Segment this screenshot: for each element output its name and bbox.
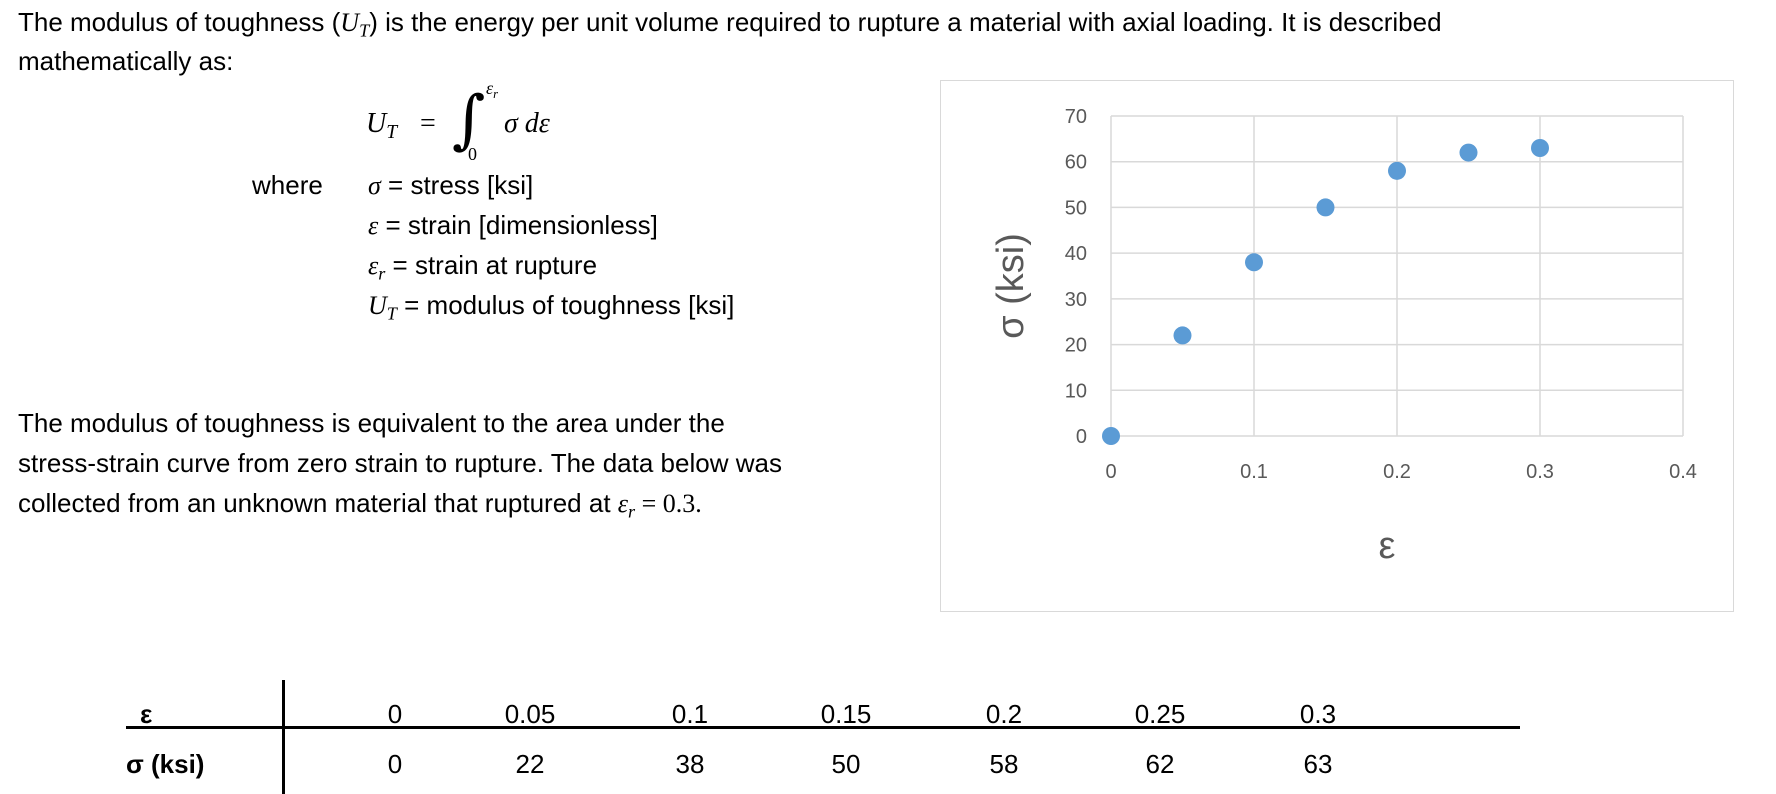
chart-svg: 0 10 20 30 40 50 60 70 0 0.1 0.2 0.3 0.4 ε σ (ksi) [990,106,1697,567]
stress-strain-chart: 0 10 20 30 40 50 60 70 0 0.1 0.2 0.3 0.4 ε σ (ksi) [940,80,1734,612]
integral-sign: ∫ [452,83,486,157]
data-point [1531,139,1549,157]
table-cell-stress: 62 [1145,749,1175,779]
data-point [1459,143,1478,162]
table-cell-strain: 0.05 [504,699,556,729]
data-point [1102,427,1120,445]
paragraph-line-3: collected from an unknown material that … [18,488,702,522]
intro-text-before: The modulus of toughness ( [18,7,341,37]
table-horizontal-rule [126,726,1520,729]
formula-integrand: σ dε [504,108,550,139]
where-label: where [252,170,323,200]
definition-stress: σ = stress [ksi] [368,170,534,200]
y-tick-label: 20 [1065,335,1087,357]
table-cell-strain: 0.3 [1299,699,1337,729]
paragraph-line-2: stress-strain curve from zero strain to … [18,448,782,478]
table-row-header-strain: ε [140,699,153,729]
table-cell-strain: 0.25 [1134,699,1186,729]
table-cell-stress: 58 [989,749,1019,779]
table-row-header-stress: σ (ksi) [126,749,205,779]
data-point [1316,198,1335,217]
data-point [1388,161,1406,180]
intro-text-after: ) is the energy per unit volume required… [369,7,1442,37]
table-cell-stress: 0 [387,749,403,779]
y-tick-label: 50 [1065,197,1087,219]
y-tick-label: 0 [1076,426,1087,448]
data-point [1245,253,1263,272]
table-vertical-rule [282,680,285,794]
table-cell-stress: 38 [675,749,705,779]
y-tick-label: 60 [1065,152,1087,174]
x-tick-label: 0.2 [1383,461,1411,483]
intro-symbol: UT [340,8,370,41]
table-cell-stress: 63 [1303,749,1333,779]
x-tick-label: 0.3 [1526,461,1554,483]
table-cell-stress: 50 [831,749,861,779]
table-cell-strain: 0.1 [671,699,709,729]
table-cell-strain: 0 [387,699,403,729]
table-cell-stress: 22 [515,749,545,779]
definition-toughness: UT = modulus of toughness [ksi] [368,290,735,324]
y-tick-label: 70 [1065,106,1087,128]
formula-lhs: UT [366,108,398,143]
y-tick-label: 40 [1065,243,1087,265]
table-cell-strain: 0.2 [985,699,1023,729]
upper-limit: εr [486,78,498,101]
y-tick-label: 30 [1065,289,1087,311]
y-axis-title: σ (ksi) [990,233,1032,339]
paragraph-line-1: The modulus of toughness is equivalent t… [18,408,725,438]
x-tick-label: 0 [1105,461,1116,483]
x-tick-label: 0.1 [1240,461,1268,483]
data-point [1173,326,1192,345]
lower-limit: 0 [468,144,477,164]
intro-line-1: The modulus of toughness (UT) is the ene… [18,2,1442,50]
formula-equals: = [420,108,436,139]
table-cell-strain: 0.15 [820,699,872,729]
definition-strain: ε = strain [dimensionless] [368,210,658,240]
intro-line-2: mathematically as: [18,46,234,76]
y-tick-label: 10 [1065,380,1087,402]
x-axis-title: ε [1379,525,1396,567]
definition-rupture-strain: εr = strain at rupture [368,250,598,284]
x-tick-label: 0.4 [1669,461,1697,483]
